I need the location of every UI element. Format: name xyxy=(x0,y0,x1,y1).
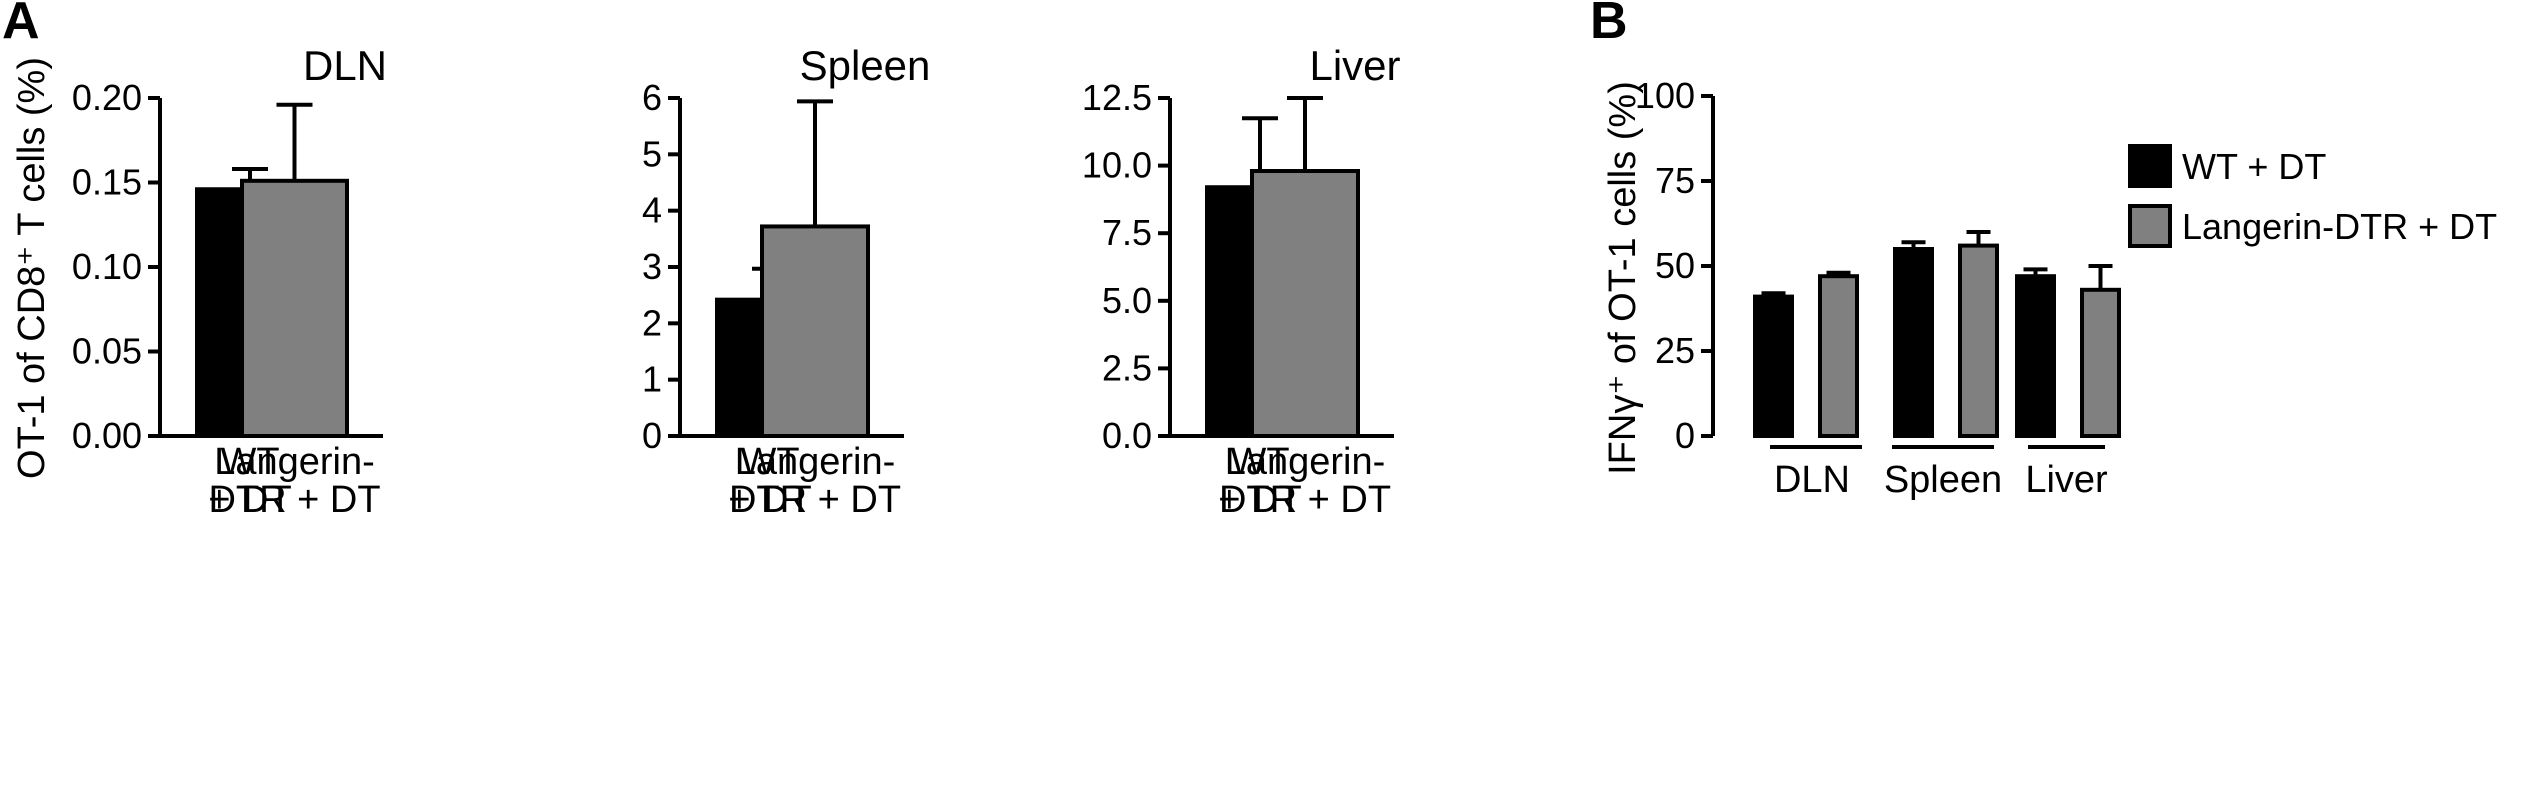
category-label: Langerin- xyxy=(735,441,896,483)
y-tick-label: 10.0 xyxy=(1082,145,1152,186)
bar xyxy=(1753,294,1794,438)
bar xyxy=(1250,169,1360,438)
y-tick-label: 0.15 xyxy=(72,162,142,203)
category-label: + DT xyxy=(208,479,291,521)
y-tick-label: 100 xyxy=(1635,75,1695,116)
panel-label-a: A xyxy=(2,0,40,50)
category-label: DTR + DT xyxy=(729,479,901,521)
category-label: WT xyxy=(220,441,279,483)
y-tick-label: 2.5 xyxy=(1102,347,1152,388)
y-tick-label: 25 xyxy=(1655,330,1695,371)
category-label: DTR + DT xyxy=(1219,479,1391,521)
category-label: WT xyxy=(1230,441,1289,483)
category-label: Spleen xyxy=(1884,459,2002,501)
category-label: DLN xyxy=(1774,459,1850,501)
y-axis-label: OT-1 of CD8⁺ T cells (%) xyxy=(11,57,53,479)
legend-swatch xyxy=(2128,204,2172,248)
y-tick-label: 0.0 xyxy=(1102,415,1152,456)
y-tick-label: 5.0 xyxy=(1102,280,1152,321)
category-label: + DT xyxy=(1218,479,1301,521)
panel-label-b: B xyxy=(1590,0,1628,50)
y-tick-label: 0.10 xyxy=(72,246,142,287)
category-label: DTR + DT xyxy=(208,479,380,521)
category-label: Langerin- xyxy=(214,441,375,483)
y-tick-label: 6 xyxy=(642,77,662,118)
legend-label: Langerin-DTR + DT xyxy=(2182,206,2497,247)
category-label: Langerin- xyxy=(1225,441,1386,483)
y-tick-label: 1 xyxy=(642,359,662,400)
y-tick-label: 50 xyxy=(1655,245,1695,286)
y-tick-label: 7.5 xyxy=(1102,212,1152,253)
y-tick-label: 3 xyxy=(642,246,662,287)
chart-title: Spleen xyxy=(800,42,931,89)
bar xyxy=(1893,247,1934,438)
legend-label: WT + DT xyxy=(2182,146,2326,187)
y-tick-label: 0.00 xyxy=(72,415,142,456)
y-axis-label: IFNγ⁺ of OT-1 cells (%) xyxy=(1602,81,1644,475)
y-tick-label: 0 xyxy=(642,415,662,456)
y-tick-label: 0 xyxy=(1675,415,1695,456)
chart-title: Liver xyxy=(1309,42,1400,89)
bar xyxy=(1818,274,1859,439)
y-tick-label: 5 xyxy=(642,133,662,174)
bar xyxy=(1958,243,1999,438)
legend-swatch xyxy=(2128,144,2172,188)
bar xyxy=(240,178,349,438)
bar xyxy=(760,224,870,438)
y-tick-label: 0.20 xyxy=(72,77,142,118)
category-label: WT xyxy=(740,441,799,483)
category-label: + DT xyxy=(728,479,811,521)
y-tick-label: 12.5 xyxy=(1082,77,1152,118)
y-tick-label: 4 xyxy=(642,190,662,231)
category-label: Liver xyxy=(2025,459,2108,501)
bar xyxy=(2080,287,2121,438)
y-tick-label: 75 xyxy=(1655,160,1695,201)
y-tick-label: 2 xyxy=(642,302,662,343)
chart-title: DLN xyxy=(303,42,387,89)
y-tick-label: 0.05 xyxy=(72,331,142,372)
bar xyxy=(2015,274,2056,439)
